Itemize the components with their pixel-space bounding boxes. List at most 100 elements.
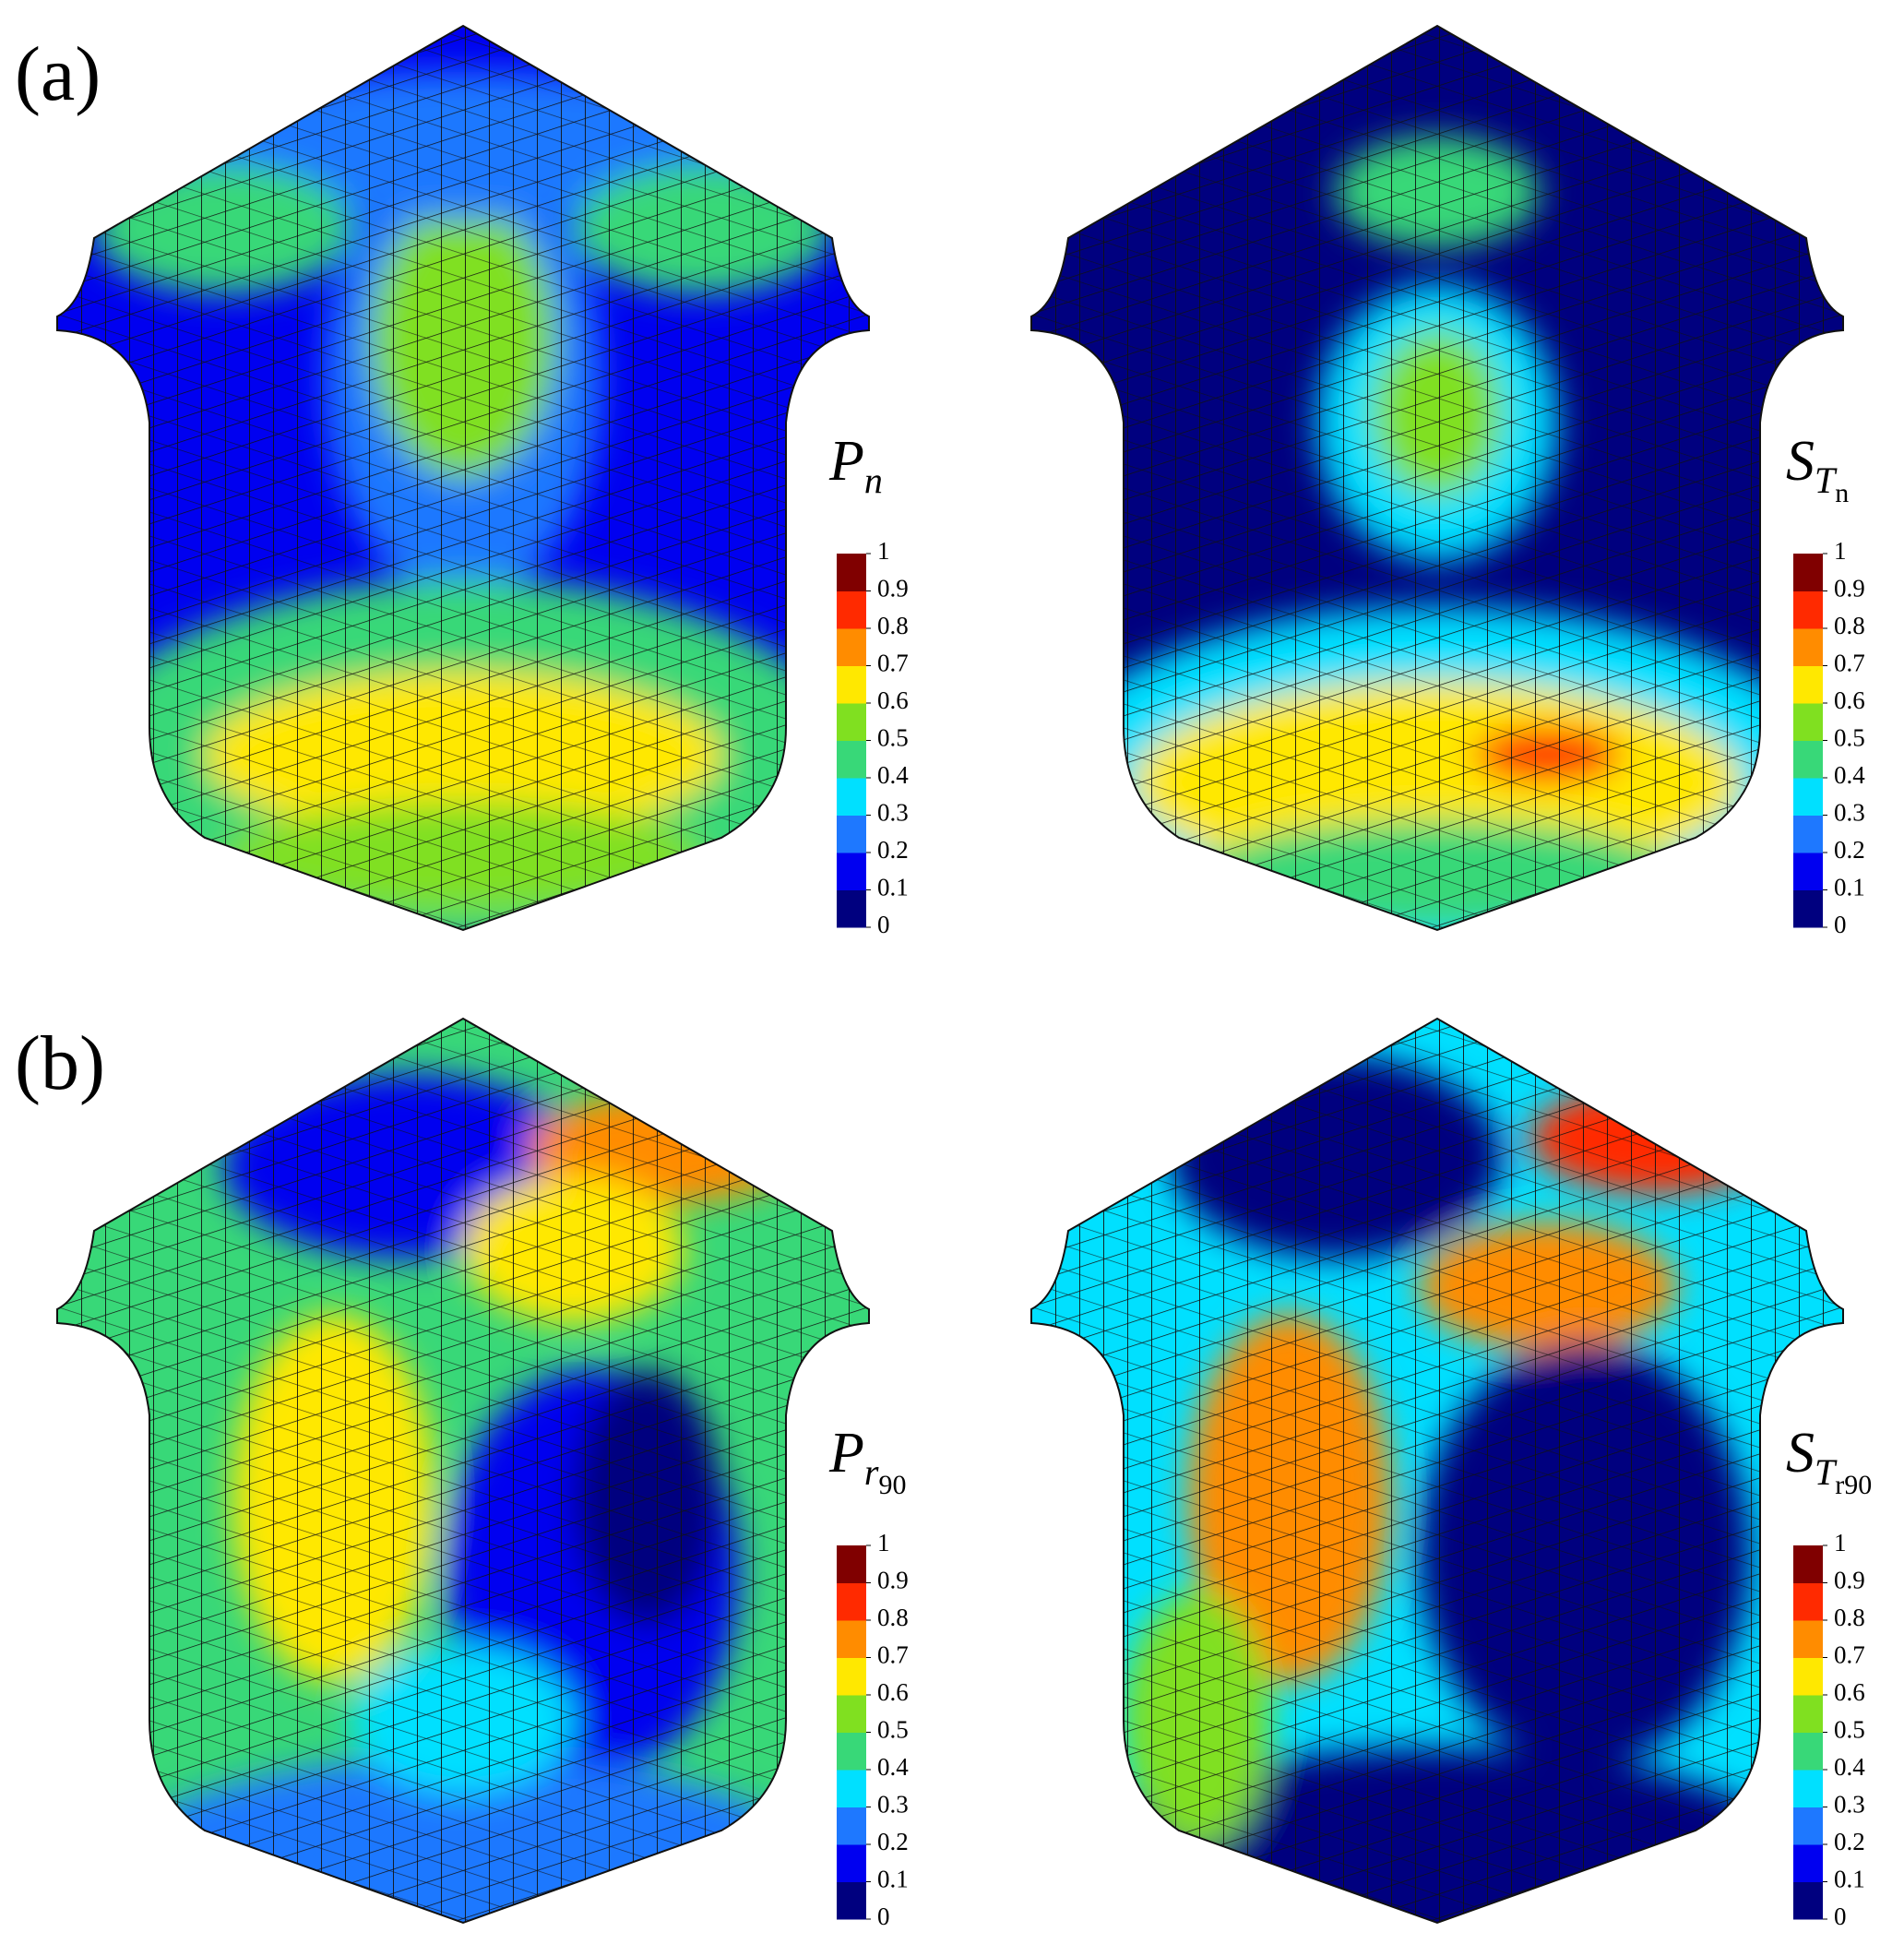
colorbar-band <box>1793 778 1823 816</box>
colorbar-tick-label: 0.6 <box>1834 686 1865 714</box>
colorbar-band <box>837 1582 866 1621</box>
colorbar-tick-label: 0 <box>1834 1902 1847 1930</box>
colorbar-band <box>837 1881 866 1920</box>
colorbar-title: STr90 <box>1786 1422 1872 1500</box>
colorbar-band <box>837 554 866 591</box>
colorbar-band <box>837 1807 866 1845</box>
contour-plot-b-right <box>1030 1018 1844 1924</box>
colorbar-tick-label: 0.3 <box>1834 799 1865 827</box>
colorbar-band <box>1793 554 1823 591</box>
contour-plot-b-left <box>56 1018 870 1924</box>
colorbar-tick-label: 1 <box>1834 1529 1847 1556</box>
colorbar-band <box>837 1844 866 1882</box>
colorbar-title: Pr90 <box>828 1422 906 1500</box>
colorbar-tick-label: 0.6 <box>1834 1678 1865 1706</box>
colorbar-band <box>1793 1545 1823 1583</box>
colorbar-band <box>1793 1732 1823 1771</box>
colorbar-tick-label: 0.7 <box>877 1641 909 1669</box>
colorbar-band <box>837 703 866 741</box>
colorbar-band <box>1793 853 1823 890</box>
colorbar-band <box>837 1657 866 1696</box>
colorbar-tick-label: 0.5 <box>1834 724 1865 752</box>
colorbar-band <box>1793 1695 1823 1733</box>
colorbar-band <box>837 815 866 853</box>
colorbar-band <box>837 740 866 779</box>
title-subsub: r90 <box>1835 1470 1872 1500</box>
colorbar-band <box>1793 1770 1823 1807</box>
colorbar-tick-label: 0.4 <box>1834 761 1865 789</box>
colorbar-band <box>837 590 866 629</box>
colorbar-tick-label: 0.9 <box>1834 575 1865 602</box>
colorbar-band <box>837 889 866 928</box>
colorbar-tick-label: 0.3 <box>1834 1791 1865 1819</box>
colorbar-tick-label: 0.8 <box>877 612 909 639</box>
colorbar-tick-label: 0.9 <box>877 575 909 602</box>
colorbar-band <box>837 778 866 816</box>
colorbar-tick-label: 0.7 <box>1834 1641 1865 1669</box>
colorbar-tick-label: 0.8 <box>1834 1604 1865 1631</box>
colorbar-tick-label: 0.2 <box>877 836 909 864</box>
colorbar-band <box>1793 1657 1823 1696</box>
colorbar-tick-label: 0.8 <box>1834 612 1865 639</box>
colorbar-tick-label: 0 <box>877 1902 890 1930</box>
colorbar-band <box>1793 628 1823 666</box>
colorbar-title: Pn <box>828 430 883 501</box>
colorbar-tick-label: 0.1 <box>1834 874 1865 901</box>
colorbar-tick-label: 0 <box>877 911 890 938</box>
colorbar-band <box>1793 703 1823 741</box>
colorbar-tick-label: 0.2 <box>1834 836 1865 864</box>
colorbar-tick-label: 0.3 <box>877 1791 909 1819</box>
colorbar-tick-label: 1 <box>877 1529 890 1556</box>
colorbar-band <box>837 665 866 704</box>
colorbar-tick-label: 0.3 <box>877 799 909 827</box>
colorbar-tick-label: 0.5 <box>1834 1716 1865 1744</box>
colorbar-tick-label: 0.8 <box>877 1604 909 1631</box>
colorbar-tick-label: 0.1 <box>877 1866 909 1893</box>
colorbar-tick-label: 0.7 <box>1834 650 1865 677</box>
title-main: P <box>828 1422 864 1485</box>
colorbar-tick-label: 0.1 <box>1834 1866 1865 1893</box>
colorbar-title: STn <box>1786 430 1849 508</box>
colorbar-tick-label: 0 <box>1834 911 1847 938</box>
colorbar-tick-label: 0.1 <box>877 874 909 901</box>
colorbar-tick-label: 0.2 <box>1834 1828 1865 1855</box>
colorbar-band <box>837 1545 866 1583</box>
colorbar-band <box>1793 665 1823 704</box>
colorbar-tick-label: 0.4 <box>877 761 909 789</box>
colorbar-band <box>1793 1582 1823 1621</box>
title-main: S <box>1786 430 1815 493</box>
colorbar-band <box>1793 590 1823 629</box>
colorbar-tick-label: 0.2 <box>877 1828 909 1855</box>
panel-label: (b) <box>15 1020 105 1106</box>
colorbar-band <box>1793 1844 1823 1882</box>
colorbar-tick-label: 0.9 <box>1834 1567 1865 1594</box>
colorbar-band <box>1793 1881 1823 1920</box>
colorbar-tick-label: 0.4 <box>877 1753 909 1781</box>
colorbar-tick-label: 0.7 <box>877 650 909 677</box>
contour-plot-a-left <box>56 25 870 931</box>
colorbar-tick-label: 1 <box>1834 537 1847 565</box>
colorbar-tick-label: 0.6 <box>877 1678 909 1706</box>
colorbar-tick-label: 1 <box>877 537 890 565</box>
colorbar-band <box>1793 740 1823 779</box>
title-sub: T <box>1815 1451 1838 1493</box>
colorbar-band <box>1793 1620 1823 1658</box>
colorbar-band <box>837 1770 866 1807</box>
colorbar-band <box>837 1620 866 1658</box>
colorbar-tick-label: 0.4 <box>1834 1753 1865 1781</box>
title-sub: n <box>864 459 883 501</box>
panel-label: (a) <box>15 31 101 117</box>
colorbar-band <box>837 628 866 666</box>
colorbar-band <box>1793 815 1823 853</box>
title-subsub: 90 <box>878 1470 906 1500</box>
title-sub: T <box>1815 459 1838 501</box>
colorbar-tick-label: 0.5 <box>877 724 909 752</box>
title-main: P <box>828 430 864 493</box>
colorbar-tick-label: 0.6 <box>877 686 909 714</box>
colorbar-band <box>837 1732 866 1771</box>
colorbar-tick-label: 0.5 <box>877 1716 909 1744</box>
title-subsub: n <box>1835 478 1849 508</box>
title-sub: r <box>864 1451 879 1493</box>
colorbar-tick-label: 0.9 <box>877 1567 909 1594</box>
